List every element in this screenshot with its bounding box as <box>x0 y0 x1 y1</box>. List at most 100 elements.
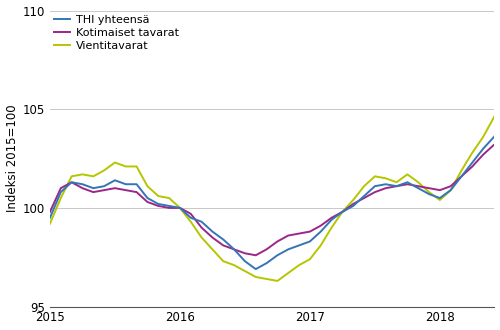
Vientitavarat <box>340 210 345 214</box>
THI yhteensä <box>307 240 313 244</box>
THI yhteensä <box>68 180 74 184</box>
Vientitavarat <box>394 180 400 184</box>
Kotimaiset tavarat <box>328 216 334 220</box>
Kotimaiset tavarat <box>58 186 64 190</box>
Vientitavarat <box>156 194 162 198</box>
Vientitavarat <box>274 279 280 283</box>
Vientitavarat <box>404 172 410 176</box>
THI yhteensä <box>156 202 162 206</box>
THI yhteensä <box>80 182 86 186</box>
Vientitavarat <box>437 198 443 202</box>
THI yhteensä <box>134 182 140 186</box>
THI yhteensä <box>296 244 302 248</box>
THI yhteensä <box>415 186 421 190</box>
THI yhteensä <box>123 182 129 186</box>
Legend: THI yhteensä, Kotimaiset tavarat, Vientitavarat: THI yhteensä, Kotimaiset tavarat, Vienti… <box>54 14 180 52</box>
Vientitavarat <box>361 184 367 188</box>
Kotimaiset tavarat <box>491 143 497 147</box>
THI yhteensä <box>274 253 280 257</box>
Vientitavarat <box>382 176 388 180</box>
THI yhteensä <box>112 178 118 182</box>
Vientitavarat <box>318 244 324 248</box>
Kotimaiset tavarat <box>198 226 204 230</box>
THI yhteensä <box>231 248 237 251</box>
Vientitavarat <box>177 206 183 210</box>
Kotimaiset tavarat <box>426 186 432 190</box>
Kotimaiset tavarat <box>123 188 129 192</box>
Vientitavarat <box>350 198 356 202</box>
THI yhteensä <box>318 230 324 234</box>
Vientitavarat <box>458 168 464 172</box>
THI yhteensä <box>372 184 378 188</box>
Kotimaiset tavarat <box>242 251 248 255</box>
THI yhteensä <box>394 184 400 188</box>
Kotimaiset tavarat <box>361 196 367 200</box>
THI yhteensä <box>188 216 194 220</box>
Vientitavarat <box>491 115 497 119</box>
THI yhteensä <box>177 206 183 210</box>
Vientitavarat <box>328 226 334 230</box>
Kotimaiset tavarat <box>274 240 280 244</box>
Kotimaiset tavarat <box>372 190 378 194</box>
Kotimaiset tavarat <box>68 180 74 184</box>
Kotimaiset tavarat <box>437 188 443 192</box>
THI yhteensä <box>458 174 464 178</box>
THI yhteensä <box>404 180 410 184</box>
THI yhteensä <box>328 218 334 222</box>
Vientitavarat <box>296 263 302 267</box>
Vientitavarat <box>285 271 291 275</box>
Vientitavarat <box>101 168 107 172</box>
Vientitavarat <box>231 263 237 267</box>
THI yhteensä <box>448 188 454 192</box>
Line: THI yhteensä: THI yhteensä <box>50 97 500 269</box>
Kotimaiset tavarat <box>177 206 183 210</box>
Kotimaiset tavarat <box>252 253 258 257</box>
THI yhteensä <box>480 147 486 151</box>
Kotimaiset tavarat <box>415 184 421 188</box>
Vientitavarat <box>198 236 204 240</box>
Vientitavarat <box>220 259 226 263</box>
THI yhteensä <box>252 267 258 271</box>
THI yhteensä <box>58 190 64 194</box>
THI yhteensä <box>242 259 248 263</box>
Kotimaiset tavarat <box>188 212 194 216</box>
Kotimaiset tavarat <box>307 230 313 234</box>
THI yhteensä <box>101 184 107 188</box>
Vientitavarat <box>123 164 129 168</box>
THI yhteensä <box>426 192 432 196</box>
Vientitavarat <box>144 184 150 188</box>
Kotimaiset tavarat <box>296 232 302 236</box>
Kotimaiset tavarat <box>101 188 107 192</box>
THI yhteensä <box>437 196 443 200</box>
Vientitavarat <box>90 174 96 178</box>
Kotimaiset tavarat <box>448 184 454 188</box>
Vientitavarat <box>68 174 74 178</box>
Y-axis label: Indeksi 2015=100: Indeksi 2015=100 <box>6 105 18 213</box>
THI yhteensä <box>166 204 172 208</box>
THI yhteensä <box>470 160 476 164</box>
Vientitavarat <box>480 135 486 139</box>
THI yhteensä <box>198 220 204 224</box>
Kotimaiset tavarat <box>231 248 237 251</box>
Kotimaiset tavarat <box>350 202 356 206</box>
Kotimaiset tavarat <box>144 200 150 204</box>
Vientitavarat <box>47 222 53 226</box>
Kotimaiset tavarat <box>318 224 324 228</box>
Kotimaiset tavarat <box>394 184 400 188</box>
THI yhteensä <box>491 135 497 139</box>
Vientitavarat <box>80 172 86 176</box>
Kotimaiset tavarat <box>90 190 96 194</box>
Kotimaiset tavarat <box>404 182 410 186</box>
Line: Vientitavarat: Vientitavarat <box>50 38 500 281</box>
THI yhteensä <box>361 194 367 198</box>
THI yhteensä <box>350 204 356 208</box>
Kotimaiset tavarat <box>470 164 476 168</box>
Line: Kotimaiset tavarat: Kotimaiset tavarat <box>50 133 500 255</box>
Kotimaiset tavarat <box>220 244 226 248</box>
Kotimaiset tavarat <box>166 206 172 210</box>
Vientitavarat <box>415 180 421 184</box>
THI yhteensä <box>340 210 345 214</box>
Kotimaiset tavarat <box>382 186 388 190</box>
Vientitavarat <box>307 257 313 261</box>
Vientitavarat <box>448 188 454 192</box>
